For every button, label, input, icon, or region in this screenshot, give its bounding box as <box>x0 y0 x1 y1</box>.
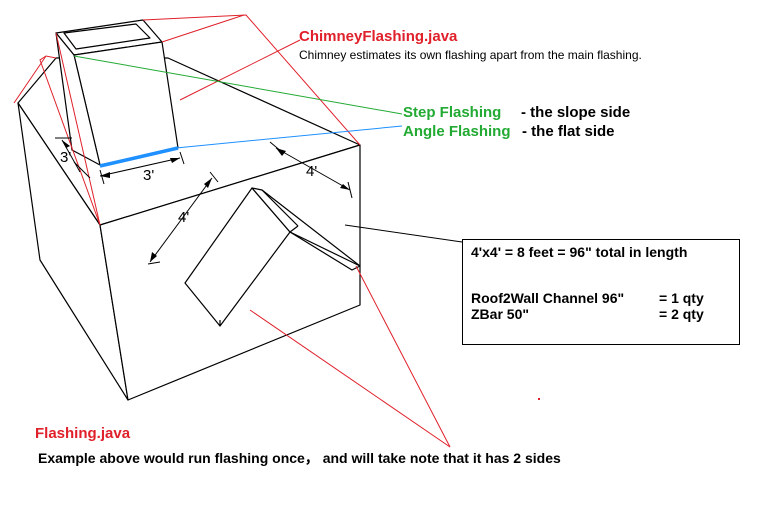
chimney <box>55 19 179 166</box>
step-flashing-label: Step Flashing <box>403 104 502 121</box>
chimney-note: Chimney estimates its own flashing apart… <box>299 48 642 62</box>
chimney-java-title: ChimneyFlashing.java <box>299 28 458 45</box>
step-flashing-desc: - the slope side <box>521 104 631 121</box>
dim-chimney-height: 3' <box>60 149 71 166</box>
stray-dot <box>538 398 540 400</box>
step-leader <box>73 55 403 115</box>
angle-flashing-desc: - the flat side <box>522 123 615 140</box>
dimension-lines <box>55 137 353 265</box>
calc-length-line: 4'x4' = 8 feet = 96" total in length <box>471 244 688 260</box>
calc-channel-qty: = 1 qty <box>659 290 704 306</box>
angle-leader <box>175 125 403 149</box>
calculation-box: 4'x4' = 8 feet = 96" total in length Roo… <box>462 239 740 345</box>
calc-channel-label: Roof2Wall Channel 96" <box>471 290 625 306</box>
calc-zbar-label: ZBar 50" <box>471 306 529 322</box>
angle-flashing-label: Angle Flashing <box>403 123 511 140</box>
calc-zbar-qty: = 2 qty <box>659 306 704 322</box>
dim-chimney-width: 3' <box>143 167 154 184</box>
angle-flashing-line <box>99 146 179 168</box>
dimension-arrows <box>62 140 350 262</box>
red-guides <box>13 14 451 448</box>
chimney-flue <box>63 23 151 50</box>
flashing-java-title: Flashing.java <box>35 425 131 442</box>
dormer <box>184 187 361 327</box>
dormer-roof-edge <box>251 187 361 271</box>
dim-dormer-front: 4' <box>178 209 189 226</box>
calc-leader <box>344 224 463 243</box>
dim-dormer-side: 4' <box>306 163 317 180</box>
flashing-note: Example above would run flashing once， a… <box>38 450 561 466</box>
